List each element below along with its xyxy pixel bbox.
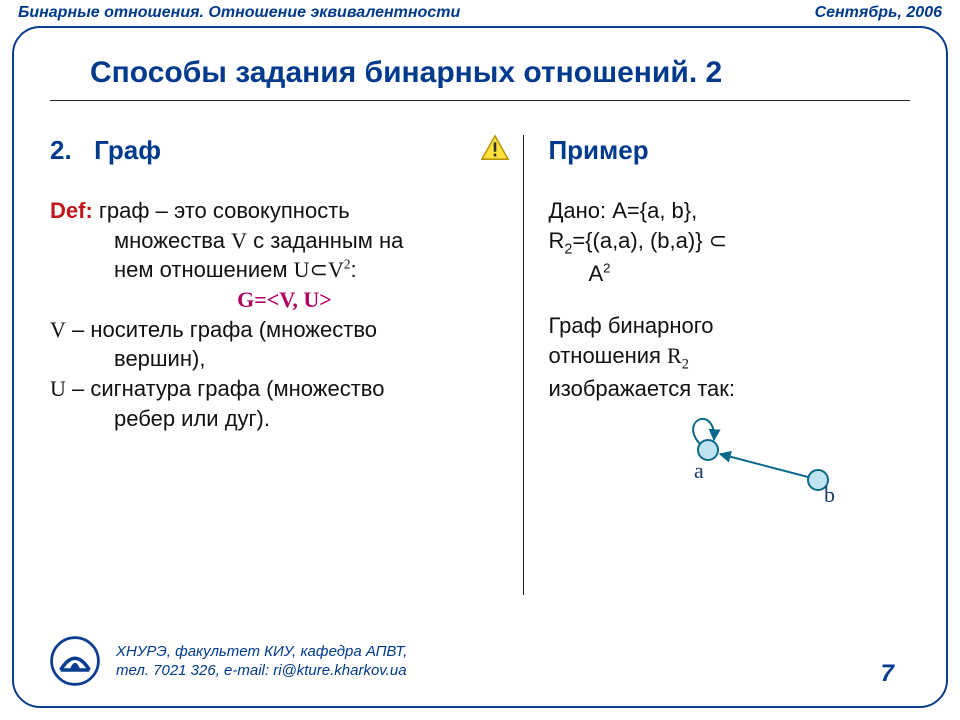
graph-Rsub: 2	[682, 356, 689, 372]
given-Asup: 2	[603, 261, 610, 276]
graph-text1: Граф бинарного	[548, 311, 910, 341]
def-line2a: множества	[114, 228, 231, 253]
relation-graph: a b	[668, 410, 868, 510]
definition-block: Def: граф – это совокупность множества V…	[50, 196, 519, 434]
u-text2: ребер или дуг).	[114, 406, 270, 431]
example-body: Дано: A={a, b}, R2={(a,a), (b,a)} ⊂ A2 Г…	[548, 196, 910, 510]
section-heading: 2. Граф	[50, 135, 519, 166]
given-R: R	[548, 228, 564, 253]
content-columns: 2. Граф Def: граф – это совокупность мно…	[14, 101, 946, 595]
u-sym: U	[50, 376, 66, 401]
header-bar: Бинарные отношения. Отношение эквивалент…	[0, 0, 960, 22]
graph-formula: G=<V, U>	[50, 285, 519, 315]
v-text: – носитель графа (множество	[66, 317, 377, 342]
given-set: ={(a,a), (b,a)} ⊂	[572, 228, 727, 253]
page-number: 7	[881, 660, 912, 688]
def-U: U	[294, 257, 310, 282]
left-column: 2. Граф Def: граф – это совокупность мно…	[50, 135, 519, 595]
graph-R: R	[667, 343, 682, 368]
footer-text: ХНУРЭ, факультет КИУ, кафедра АПВТ, тел.…	[116, 642, 407, 681]
node-a-label: a	[694, 458, 704, 483]
def-label: Def:	[50, 198, 93, 223]
header-left: Бинарные отношения. Отношение эквивалент…	[18, 4, 460, 22]
right-column: Пример Дано: A={a, b}, R2={(a,a), (b,a)}…	[528, 135, 910, 595]
heading-text: Граф	[94, 135, 161, 165]
def-V: V	[231, 228, 247, 253]
footer: ХНУРЭ, факультет КИУ, кафедра АПВТ, тел.…	[48, 634, 912, 688]
def-V2: V	[328, 257, 344, 282]
def-colon: :	[350, 257, 356, 282]
slide-title: Способы задания бинарных отношений. 2	[14, 28, 946, 100]
slide-frame: Способы задания бинарных отношений. 2 2.…	[12, 26, 948, 708]
university-logo-icon	[48, 634, 102, 688]
heading-number: 2.	[50, 135, 72, 165]
header-right: Сентябрь, 2006	[815, 4, 942, 22]
subset-sym: ⊂	[310, 257, 328, 282]
given-line1: Дано: A={a, b},	[548, 196, 910, 226]
graph-text3: изображается так:	[548, 374, 910, 404]
column-divider	[523, 135, 524, 595]
u-text: – сигнатура графа (множество	[66, 376, 385, 401]
def-line2b: с заданным на	[247, 228, 403, 253]
graph-text2: отношения	[548, 343, 667, 368]
warning-icon	[480, 133, 510, 163]
example-heading: Пример	[548, 135, 910, 166]
def-line3: нем отношением	[114, 257, 294, 282]
footer-line1: ХНУРЭ, факультет КИУ, кафедра АПВТ,	[116, 642, 407, 662]
given-A: A	[588, 261, 603, 286]
def-line1: граф – это совокупность	[93, 198, 350, 223]
footer-line2: тел. 7021 326, e-mail: ri@kture.kharkov.…	[116, 661, 407, 681]
v-sym: V	[50, 317, 66, 342]
v-text2: вершин),	[114, 346, 205, 371]
node-b-label: b	[824, 482, 835, 507]
footer-left: ХНУРЭ, факультет КИУ, кафедра АПВТ, тел.…	[48, 634, 407, 688]
